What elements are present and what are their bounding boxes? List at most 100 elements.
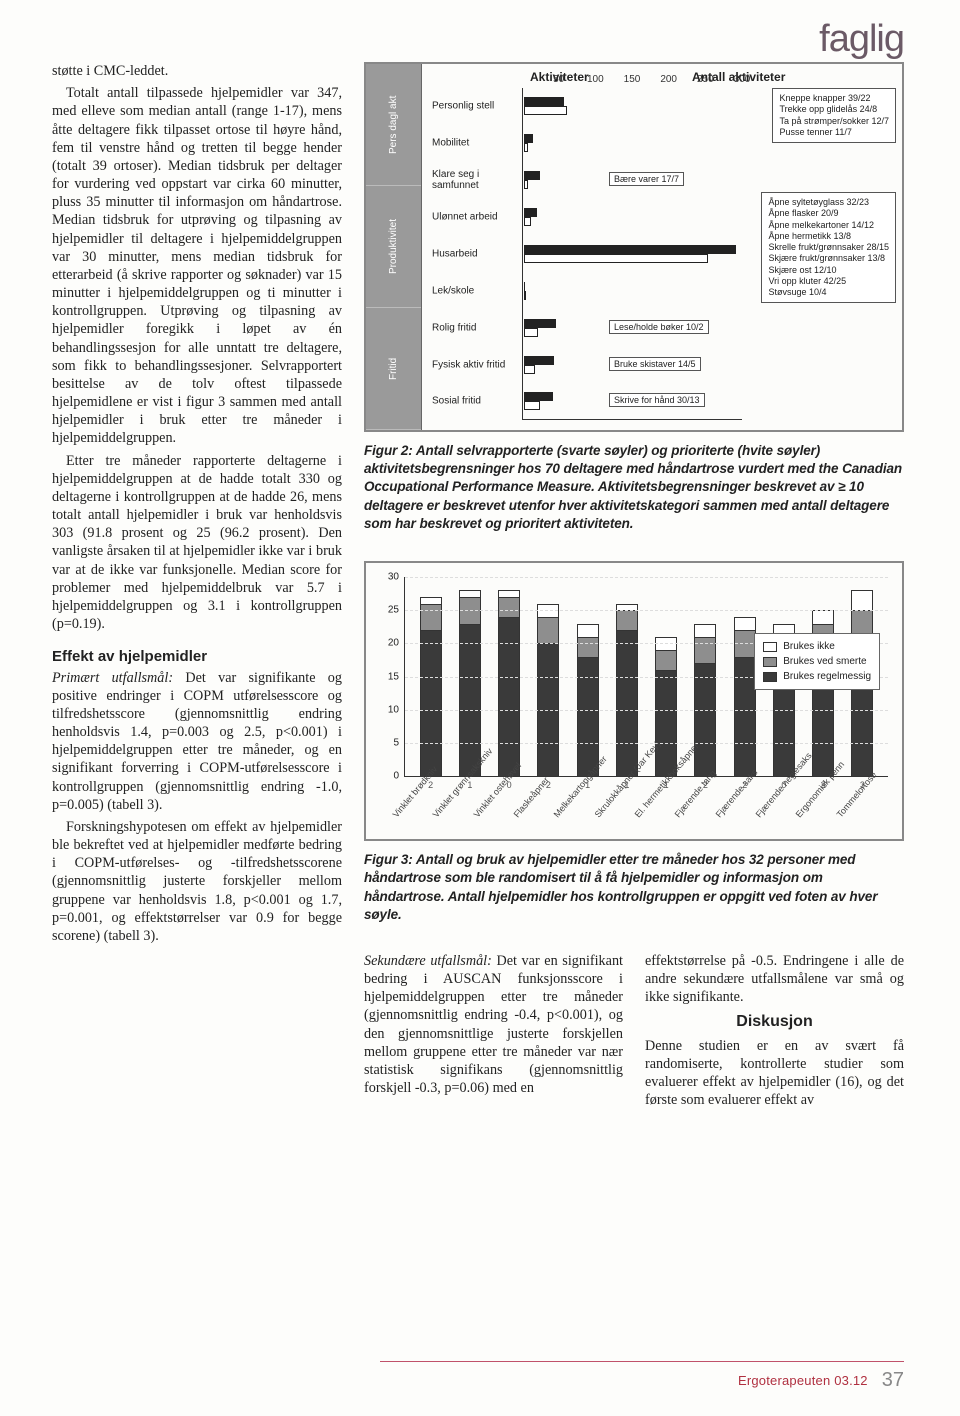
page-number: 37 — [882, 1369, 904, 1392]
left-column: støtte i CMC-leddet. Totalt antall tilpa… — [52, 62, 342, 1110]
fig3-gridline — [405, 710, 888, 711]
fig2-xtick: 250 — [697, 74, 714, 85]
fig2-row-label: Mobilitet — [424, 138, 520, 149]
fig2-bar-black — [524, 171, 540, 180]
fig2-bar-white — [524, 365, 535, 374]
fig2-row-label: Klare seg i samfunnet — [424, 169, 520, 191]
fig3-bar-seg — [616, 630, 638, 776]
bottom-p2: effektstørrelse på -0.5. Endringene i al… — [645, 952, 904, 1007]
fig3-legend-row: Brukes regelmessig — [763, 669, 871, 684]
diskusjon-head: Diskusjon — [645, 1012, 904, 1032]
fig2-row-label: Husarbeid — [424, 248, 520, 259]
fig3-legend-swatch — [763, 672, 777, 682]
magazine-name: Ergoterapeuten 03.12 — [738, 1373, 868, 1388]
fig2-bar-black — [524, 134, 533, 143]
fig3-bar-seg — [655, 670, 677, 776]
fig3-bar-seg — [459, 590, 481, 597]
fig2-bar-black — [524, 319, 556, 328]
fig3-bar-seg — [655, 650, 677, 670]
figure-3: 210211122033 051015202530 Vinklet brødkn… — [364, 561, 904, 841]
fig2-bar-white — [524, 180, 528, 189]
fig2-category-bar: Pers dagl akt Produktivitet Fritid — [366, 64, 422, 430]
fig2-sb-line: Støvsuge 10/4 — [768, 287, 889, 298]
fig2-xtick: 50 — [553, 74, 564, 85]
footer-rule — [380, 1361, 904, 1362]
fig2-bar-white — [524, 217, 531, 226]
fig3-gridline — [405, 610, 888, 611]
fig3-bar-seg — [734, 617, 756, 630]
fig3-ytick: 25 — [377, 605, 399, 616]
fig2-sb-line: Skrelle frukt/grønnsaker 28/15 — [768, 242, 889, 253]
fig3-bar-seg — [577, 657, 599, 776]
fig3-legend-swatch — [763, 657, 777, 667]
fig2-bar-white — [524, 254, 708, 263]
fig2-plot: Aktiviteter Antall aktiviteter 501001502… — [422, 64, 902, 430]
fig2-annotation: Bruke skistaver 14/5 — [609, 357, 701, 371]
fig3-legend-row: Brukes ved smerte — [763, 654, 871, 669]
fig3-bar-seg — [694, 624, 716, 637]
fig2-sb-line: Åpne syltetøyglass 32/23 — [768, 197, 889, 208]
fig3-bar-seg — [734, 657, 756, 776]
fig3-bar-seg — [577, 637, 599, 657]
para-4-body: Det var signifikante og positive endring… — [52, 670, 342, 813]
fig2-bar-black — [524, 208, 537, 217]
bottom-p1-em: Sekundære utfallsmål: — [364, 953, 492, 969]
fig3-bar-seg — [694, 637, 716, 664]
bottom-col-2: effektstørrelse på -0.5. Endringene i al… — [645, 952, 904, 1110]
fig3-caption: Figur 3: Antall og bruk av hjelpemidler … — [364, 851, 904, 924]
fig3-ytick: 10 — [377, 704, 399, 715]
fig3-xticks: Vinklet brødknivVinklet grønnsaksknivVin… — [404, 777, 888, 839]
fig3-legend-row: Brukes ikke — [763, 639, 871, 654]
fig2-bar-black — [524, 282, 525, 291]
section-tag: faglig — [819, 18, 904, 61]
fig2-sb-line: Åpne melkekartoner 14/12 — [768, 220, 889, 231]
fig3-legend-label: Brukes regelmessig — [783, 669, 871, 684]
para-4-em: Primært utfallsmål: — [52, 670, 173, 686]
fig3-bar-seg — [812, 610, 834, 623]
fig2-row: Klare seg i samfunnet Bære varer 17/7 — [424, 168, 900, 192]
fig2-row-label: Rolig fritid — [424, 322, 520, 333]
fig2-cat-2: Produktivitet — [366, 186, 421, 308]
fig2-annotation: Bære varer 17/7 — [609, 172, 684, 186]
fig2-sb-line: Ta på strømper/sokker 12/7 — [779, 116, 889, 127]
fig2-sb-line: Åpne flasker 20/9 — [768, 208, 889, 219]
subhead-effekt: Effekt av hjelpemidler — [52, 647, 342, 666]
fig2-row-label: Lek/skole — [424, 285, 520, 296]
fig2-sb-line: Skjære frukt/grønnsaker 13/8 — [768, 253, 889, 264]
para-3: Etter tre måneder rapporterte deltagerne… — [52, 452, 342, 634]
fig3-bar-seg — [616, 610, 638, 630]
fig2-sb-line: Skjære ost 12/10 — [768, 265, 889, 276]
fig2-sb-line: Kneppe knapper 39/22 — [779, 93, 889, 104]
fig3-bar-seg — [498, 617, 520, 776]
figure-2: Pers dagl akt Produktivitet Fritid Aktiv… — [364, 62, 904, 432]
bottom-columns: Sekundære utfallsmål: Det var en signifi… — [364, 952, 904, 1110]
fig2-sb-line: Trekke opp glidelås 24/8 — [779, 104, 889, 115]
fig3-bar-seg — [577, 624, 599, 637]
fig2-sb-line: Vri opp kluter 42/25 — [768, 276, 889, 287]
fig2-xtick: 200 — [660, 74, 677, 85]
fig2-annotation: Skrive for hånd 30/13 — [609, 393, 705, 407]
fig2-bar-black — [524, 392, 553, 401]
fig2-bar-white — [524, 106, 567, 115]
para-2: Totalt antall tilpassede hjelpemidler va… — [52, 84, 342, 447]
fig2-row-label: Personlig stell — [424, 101, 520, 112]
fig2-bar-white — [524, 328, 538, 337]
fig3-ytick: 30 — [377, 572, 399, 583]
fig3-bar-seg — [459, 624, 481, 777]
fig2-sb-line: Pusse tenner 11/7 — [779, 127, 889, 138]
fig2-sidebox-1: Kneppe knapper 39/22Trekke opp glidelås … — [772, 88, 896, 143]
fig2-row: Fysisk aktiv fritidBruke skistaver 14/5 — [424, 353, 900, 377]
fig3-bar-seg — [420, 597, 442, 604]
fig2-bar-black — [524, 97, 564, 106]
fig3-bar-seg — [420, 630, 442, 776]
fig3-legend-label: Brukes ved smerte — [783, 654, 866, 669]
fig2-sb-line: Åpne hermetikk 13/8 — [768, 231, 889, 242]
fig3-legend-label: Brukes ikke — [783, 639, 835, 654]
fig2-row: Rolig fritidLese/holde bøker 10/2 — [424, 316, 900, 340]
fig3-bar-seg — [851, 590, 873, 610]
fig3-bar-seg — [498, 597, 520, 617]
page-footer: Ergoterapeuten 03.12 37 — [738, 1369, 904, 1392]
main-layout: støtte i CMC-leddet. Totalt antall tilpa… — [52, 62, 904, 1110]
fig2-cat-3: Fritid — [366, 308, 421, 430]
fig3-bar-seg — [420, 604, 442, 631]
